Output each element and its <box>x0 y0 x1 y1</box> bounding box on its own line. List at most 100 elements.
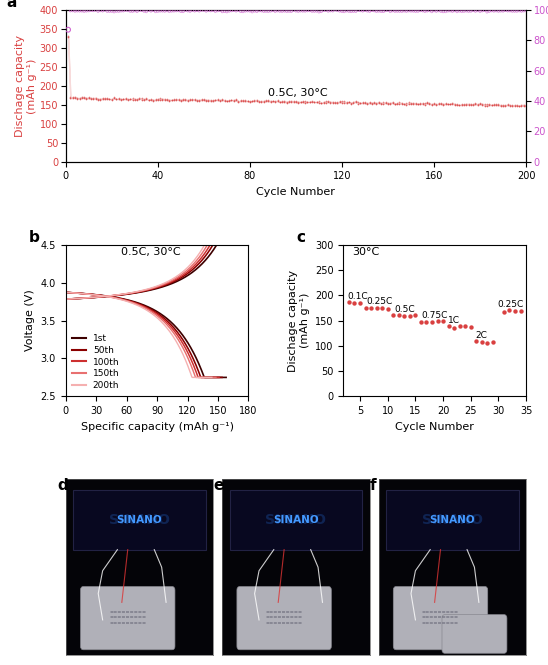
Point <box>499 100 507 110</box>
Point <box>222 96 231 106</box>
Point <box>345 96 353 107</box>
Point <box>464 98 473 109</box>
Point <box>296 5 305 16</box>
Point <box>399 6 408 17</box>
Point <box>121 94 130 104</box>
Point <box>433 316 442 327</box>
Point <box>450 100 459 110</box>
Point <box>489 99 498 110</box>
Point <box>232 6 241 17</box>
Point <box>409 98 418 109</box>
Point <box>161 94 169 104</box>
Point <box>289 96 298 106</box>
Point <box>77 91 86 102</box>
Point <box>165 94 174 105</box>
Point <box>241 6 250 17</box>
Point <box>480 5 489 16</box>
Point <box>376 6 385 17</box>
Point <box>117 94 125 105</box>
Point <box>473 100 482 110</box>
Point <box>400 311 409 321</box>
Point <box>384 98 392 108</box>
Point <box>167 94 176 105</box>
Point <box>511 305 520 316</box>
Point <box>376 98 385 108</box>
Point <box>395 97 404 108</box>
Point <box>220 96 229 106</box>
Point <box>471 6 480 17</box>
Point <box>411 6 420 17</box>
Point <box>340 7 349 17</box>
Point <box>448 97 457 108</box>
Point <box>508 101 517 112</box>
Point <box>236 95 245 106</box>
Point <box>271 6 279 17</box>
Y-axis label: Dischage capacity
(mAh g⁻¹): Dischage capacity (mAh g⁻¹) <box>15 35 37 137</box>
Point <box>222 95 231 106</box>
Point <box>466 321 475 332</box>
Point <box>407 98 415 109</box>
Point <box>107 94 116 105</box>
Point <box>384 5 392 16</box>
Point <box>448 6 457 17</box>
Point <box>213 94 222 105</box>
Point <box>105 6 114 17</box>
Point <box>464 6 473 17</box>
Point <box>92 5 100 15</box>
Point <box>338 6 346 17</box>
Point <box>418 5 427 16</box>
Point <box>75 6 84 17</box>
Point <box>133 94 141 104</box>
Point <box>296 97 305 108</box>
Point <box>455 100 464 110</box>
Point <box>225 6 233 17</box>
Point <box>520 100 528 111</box>
Point <box>294 96 302 107</box>
Point <box>388 96 397 107</box>
Point <box>184 5 192 16</box>
Point <box>250 6 259 17</box>
Point <box>430 5 438 16</box>
Point <box>480 99 489 110</box>
Point <box>176 94 185 105</box>
Point <box>248 96 256 107</box>
Point <box>506 100 515 111</box>
Point <box>195 95 204 106</box>
Point <box>174 5 183 16</box>
Point <box>66 93 75 104</box>
Point <box>68 5 77 16</box>
Point <box>395 310 403 321</box>
Point <box>68 92 77 102</box>
Point <box>434 5 443 16</box>
Point <box>416 317 425 327</box>
Point <box>227 5 236 16</box>
Text: 0.5C, 30°C: 0.5C, 30°C <box>269 88 328 98</box>
Point <box>107 94 116 104</box>
Point <box>423 97 431 108</box>
Point <box>432 100 441 110</box>
Point <box>319 96 328 107</box>
Point <box>492 100 500 110</box>
Point <box>151 7 160 17</box>
Point <box>153 6 162 17</box>
Point <box>317 6 326 17</box>
Point <box>310 96 319 107</box>
Point <box>276 96 284 107</box>
Point <box>450 98 459 109</box>
Point <box>246 6 254 17</box>
Point <box>450 5 459 16</box>
Point <box>190 6 199 17</box>
Point <box>243 96 252 106</box>
Point <box>305 97 314 108</box>
Point <box>66 5 75 16</box>
Point <box>312 96 321 107</box>
Point <box>460 6 469 17</box>
Point <box>253 94 261 105</box>
Point <box>115 94 123 104</box>
Point <box>89 94 98 104</box>
Point <box>457 6 466 17</box>
Point <box>172 94 181 104</box>
Point <box>138 93 146 104</box>
Point <box>483 99 492 110</box>
Point <box>330 5 339 15</box>
